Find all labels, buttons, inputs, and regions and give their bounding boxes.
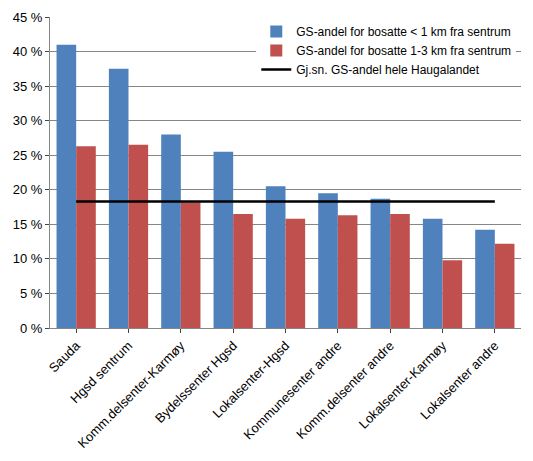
svg-text:45 %: 45 % bbox=[13, 10, 43, 25]
svg-text:GS-andel for bosatte < 1 km fr: GS-andel for bosatte < 1 km fra sentrum bbox=[296, 25, 510, 39]
svg-text:Lokalsenter andre: Lokalsenter andre bbox=[417, 338, 501, 422]
svg-text:20 %: 20 % bbox=[13, 182, 43, 197]
svg-text:Sauda: Sauda bbox=[46, 338, 84, 376]
svg-text:Lokalsenter-Hgsd: Lokalsenter-Hgsd bbox=[210, 338, 293, 421]
svg-text:0 %: 0 % bbox=[20, 321, 43, 336]
svg-text:30 %: 30 % bbox=[13, 113, 43, 128]
svg-text:5 %: 5 % bbox=[20, 286, 43, 301]
svg-text:Komm.delsenter andre: Komm.delsenter andre bbox=[293, 338, 397, 442]
svg-text:Lokalsenter-Karmøy: Lokalsenter-Karmøy bbox=[356, 338, 450, 432]
svg-text:Komm.delsenter-Karmøy: Komm.delsenter-Karmøy bbox=[75, 338, 188, 451]
svg-text:Hgsd sentrum: Hgsd sentrum bbox=[67, 338, 135, 406]
svg-text:Kommunesenter andre: Kommunesenter andre bbox=[240, 338, 344, 442]
svg-text:Gj.sn. GS-andel hele Haugaland: Gj.sn. GS-andel hele Haugalandet bbox=[296, 63, 479, 77]
svg-text:Bydelssenter Hgsd: Bydelssenter Hgsd bbox=[152, 338, 240, 426]
svg-text:35 %: 35 % bbox=[13, 79, 43, 94]
svg-text:10 %: 10 % bbox=[13, 251, 43, 266]
svg-text:40 %: 40 % bbox=[13, 44, 43, 59]
svg-text:GS-andel for bosatte 1-3 km fr: GS-andel for bosatte 1-3 km fra sentrum bbox=[296, 44, 511, 58]
svg-text:15 %: 15 % bbox=[13, 217, 43, 232]
svg-text:25 %: 25 % bbox=[13, 148, 43, 163]
